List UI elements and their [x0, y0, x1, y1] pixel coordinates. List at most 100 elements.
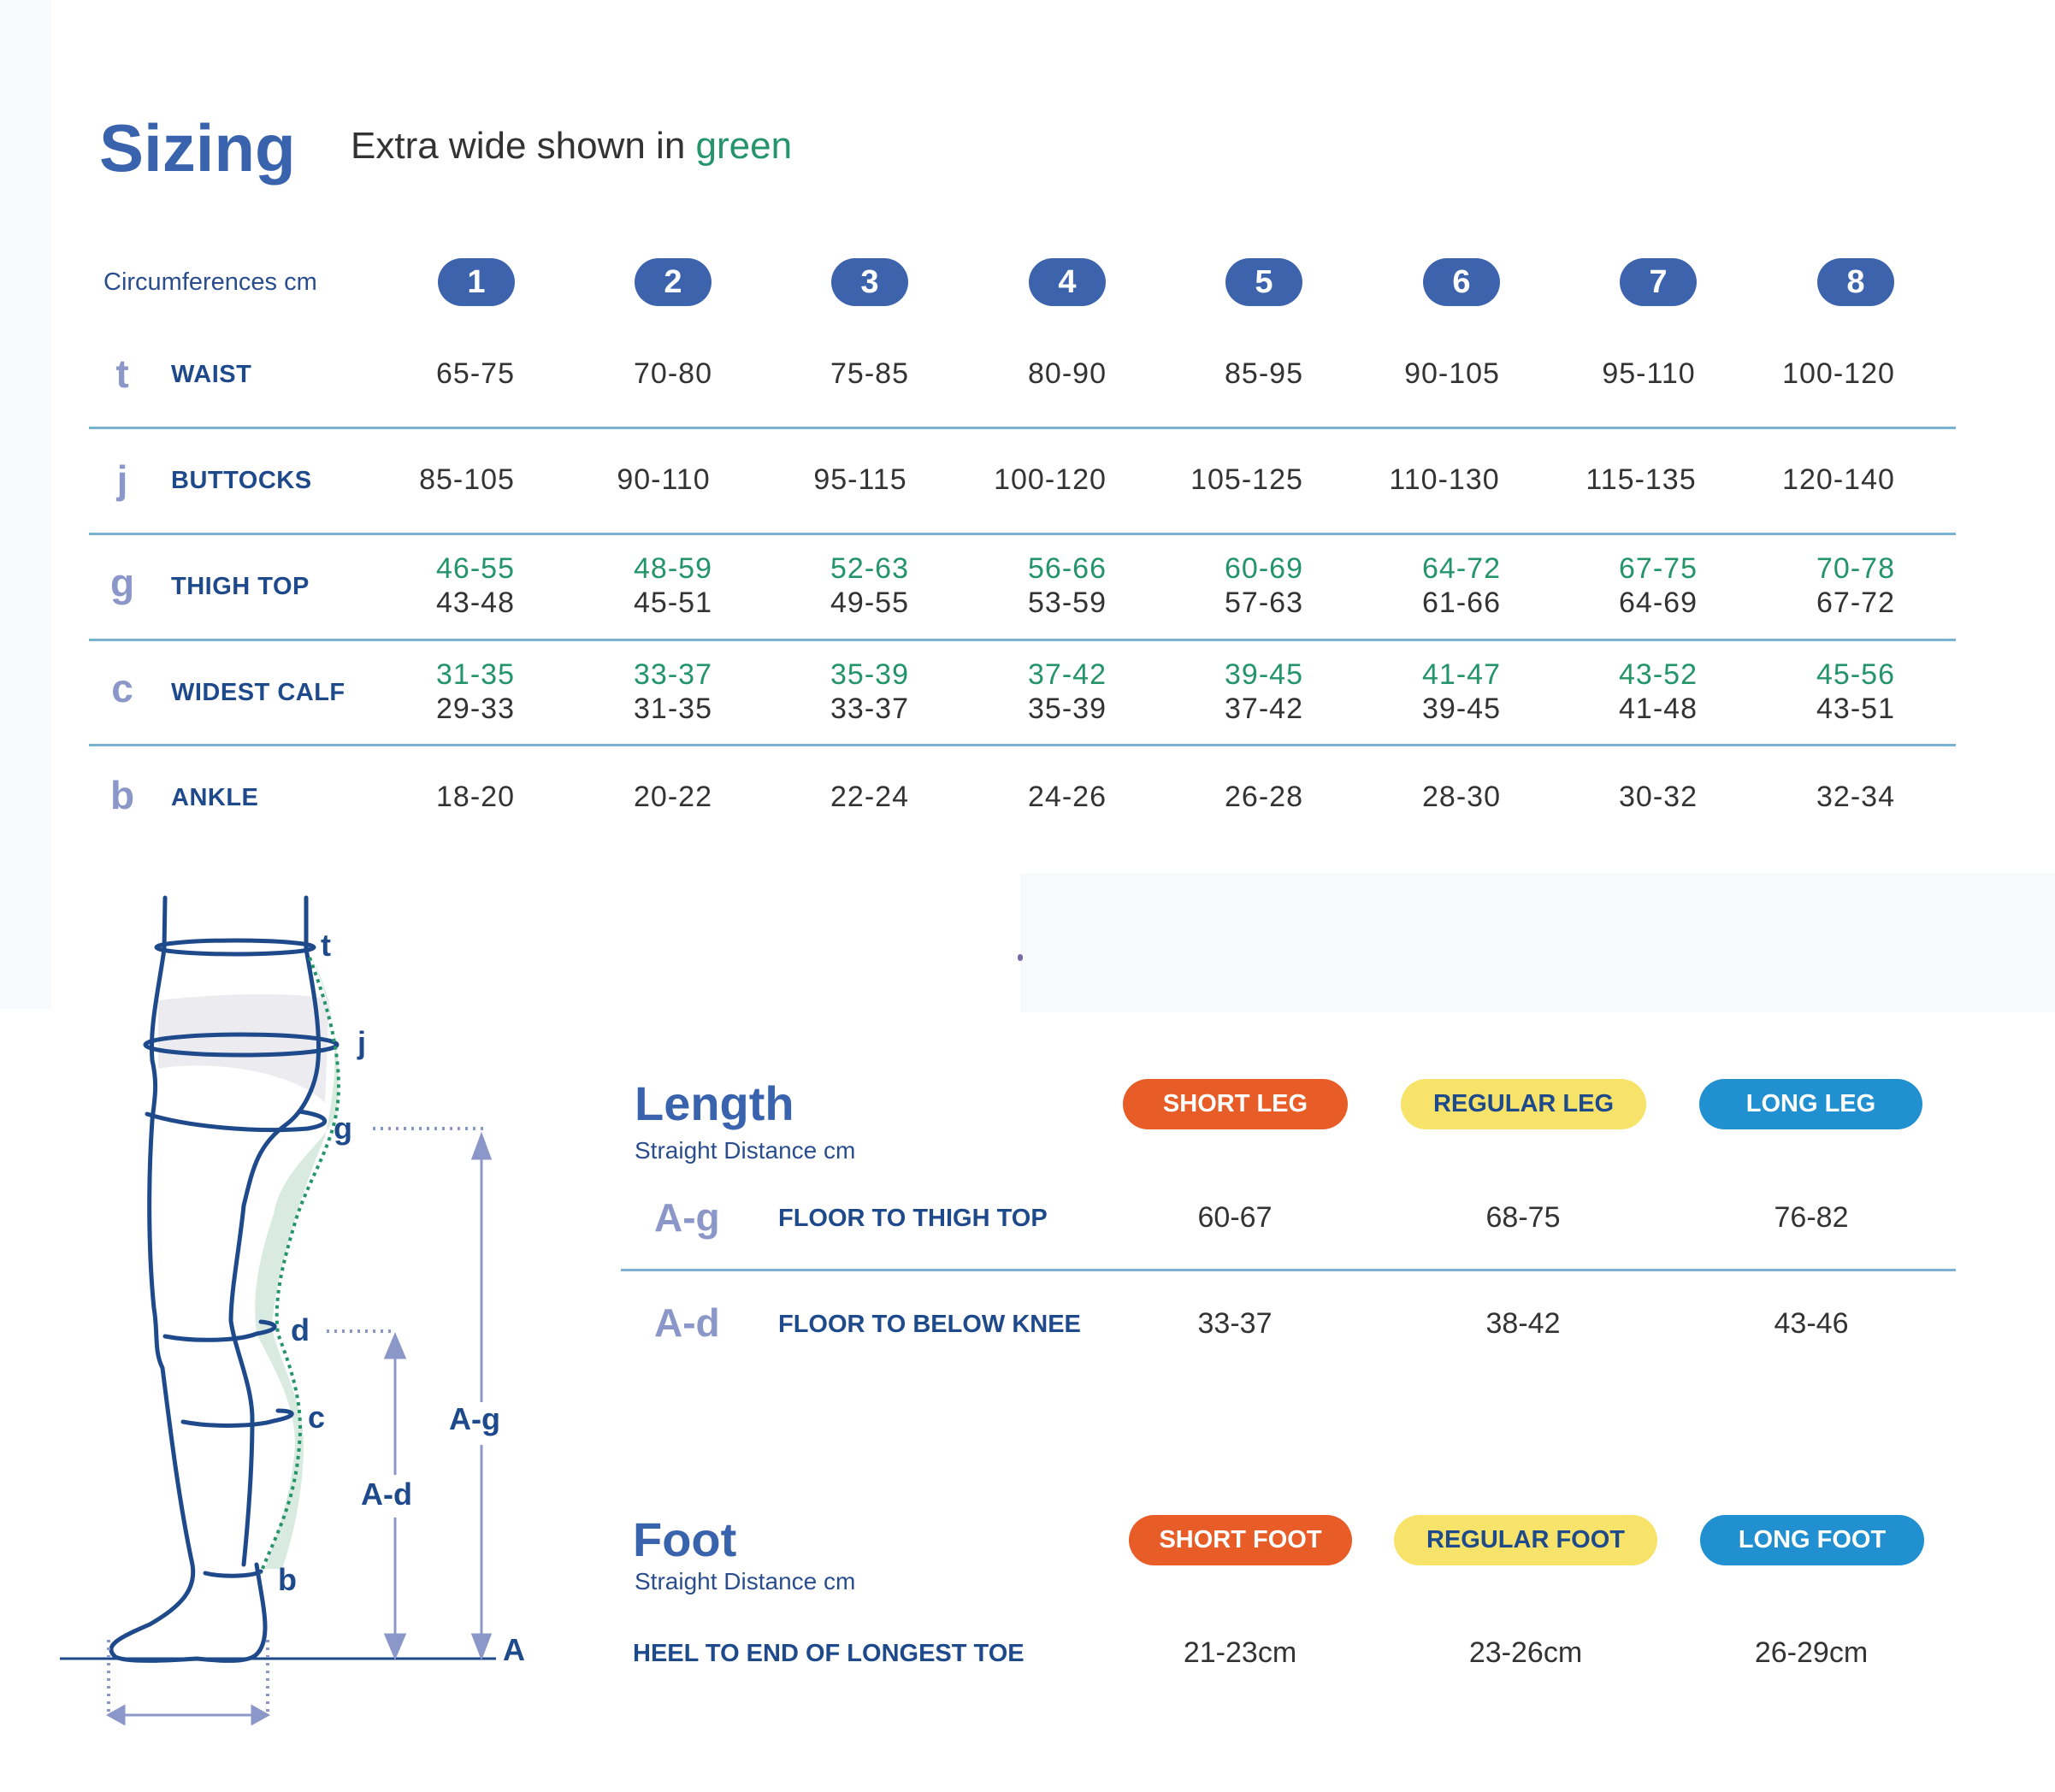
cell: 76-82: [1774, 1201, 1849, 1234]
cell-extra-wide: 48-59: [634, 552, 712, 585]
diagram-label-A: A: [503, 1632, 525, 1667]
cell-extra-wide: 43-52: [1619, 658, 1698, 691]
row-letter: g: [109, 561, 135, 605]
long-foot-pill: LONG FOOT: [1700, 1515, 1924, 1565]
cell: 39-45: [1422, 693, 1501, 725]
cell: 43-46: [1774, 1307, 1849, 1340]
cell-extra-wide: 39-45: [1225, 658, 1303, 691]
cell: 33-37: [830, 693, 909, 725]
cell: 68-75: [1485, 1201, 1561, 1234]
cell: 26-28: [1225, 781, 1303, 813]
foot-title: Foot: [633, 1512, 737, 1566]
cell-extra-wide: 70-78: [1816, 552, 1895, 585]
diagram-label-c: c: [308, 1400, 325, 1435]
diagram-label-A-g: A-g: [449, 1401, 500, 1436]
cell: 120-140: [1782, 463, 1895, 496]
cell: 23-26cm: [1468, 1636, 1583, 1669]
cell-extra-wide: 35-39: [830, 658, 909, 691]
leg-measurement-diagram: t j g d c b A A-g A-d: [60, 895, 525, 1726]
cell-extra-wide: 56-66: [1028, 552, 1107, 585]
cell: 100-120: [1782, 357, 1895, 390]
cell: 75-85: [830, 357, 909, 390]
cell-extra-wide: 60-69: [1225, 552, 1303, 585]
length-title: Length: [635, 1076, 794, 1130]
diagram-label-A-d: A-d: [361, 1477, 412, 1512]
size-badge-7: 7: [1620, 258, 1697, 306]
row-label: FLOOR TO BELOW KNEE: [778, 1311, 1081, 1338]
length-subtitle: Straight Distance cm: [635, 1137, 856, 1164]
diagram-label-g: g: [334, 1111, 352, 1146]
cell: 28-30: [1422, 781, 1501, 813]
cell: 29-33: [436, 693, 515, 725]
cell: 95-115: [813, 463, 907, 496]
cell-extra-wide: 41-47: [1422, 658, 1501, 691]
circumferences-header: Circumferences cm: [103, 268, 317, 296]
cell: 20-22: [634, 781, 712, 813]
cell: 67-72: [1816, 587, 1895, 619]
row-divider: [89, 744, 1956, 746]
page-subtitle: Extra wide shown in green: [351, 125, 792, 168]
cell-extra-wide: 52-63: [830, 552, 909, 585]
row-label: BUTTOCKS: [171, 467, 312, 494]
cell: 45-51: [634, 587, 712, 619]
diagram-label-j: j: [357, 1025, 366, 1060]
row-label: WAIST: [171, 361, 252, 388]
cell: 70-80: [634, 357, 712, 390]
cell: 64-69: [1619, 587, 1698, 619]
cell: 31-35: [634, 693, 712, 725]
cell: 80-90: [1028, 357, 1107, 390]
diagram-label-b: b: [278, 1562, 297, 1597]
subtitle-text: Extra wide shown in: [351, 125, 696, 167]
cell-extra-wide: 45-56: [1816, 658, 1895, 691]
cell-extra-wide: 67-75: [1619, 552, 1698, 585]
row-letter: t: [115, 351, 129, 396]
row-letter: b: [109, 773, 135, 817]
size-badge-1: 1: [438, 258, 515, 306]
cell: 61-66: [1422, 587, 1501, 619]
row-label: HEEL TO END OF LONGEST TOE: [633, 1640, 1025, 1667]
row-divider: [621, 1269, 1956, 1271]
cell-extra-wide: 31-35: [436, 658, 515, 691]
row-label: WIDEST CALF: [171, 679, 345, 706]
cell: 24-26: [1028, 781, 1107, 813]
cell-extra-wide: 37-42: [1028, 658, 1107, 691]
cell: 37-42: [1225, 693, 1303, 725]
row-label: THIGH TOP: [171, 573, 310, 600]
size-badge-8: 8: [1817, 258, 1894, 306]
cell: 35-39: [1028, 693, 1107, 725]
cell: 90-105: [1404, 357, 1500, 390]
cell: 85-95: [1225, 357, 1303, 390]
cell-extra-wide: 33-37: [634, 658, 712, 691]
cell: 95-110: [1602, 357, 1696, 390]
background-panel-left: [0, 0, 51, 1009]
extra-wide-area: [255, 958, 339, 1569]
size-badge-3: 3: [831, 258, 908, 306]
size-badge-5: 5: [1225, 258, 1302, 306]
size-badge-6: 6: [1423, 258, 1500, 306]
diagram-label-t: t: [321, 928, 331, 963]
page-title: Sizing: [99, 110, 296, 186]
foot-subtitle: Straight Distance cm: [635, 1568, 856, 1595]
cell: 43-48: [436, 587, 515, 619]
background-panel-right: [1020, 874, 2055, 1012]
long-leg-pill: LONG LEG: [1699, 1079, 1922, 1129]
size-badge-2: 2: [635, 258, 712, 306]
decorative-dot: [1018, 954, 1023, 961]
cell: 105-125: [1190, 463, 1303, 496]
short-leg-pill: SHORT LEG: [1123, 1079, 1348, 1129]
row-label: ANKLE: [171, 784, 259, 811]
cell-extra-wide: 64-72: [1422, 552, 1501, 585]
cell: 38-42: [1485, 1307, 1561, 1340]
cell: 30-32: [1619, 781, 1698, 813]
cell: 100-120: [994, 463, 1107, 496]
cell: 22-24: [830, 781, 909, 813]
row-letter: A-g: [654, 1195, 720, 1240]
cell: 53-59: [1028, 587, 1107, 619]
cell: 21-23cm: [1183, 1636, 1297, 1669]
cell: 85-105: [419, 463, 515, 496]
cell: 32-34: [1816, 781, 1895, 813]
row-divider: [89, 533, 1956, 535]
cell: 49-55: [830, 587, 909, 619]
cell: 43-51: [1816, 693, 1895, 725]
cell: 115-135: [1586, 463, 1697, 496]
